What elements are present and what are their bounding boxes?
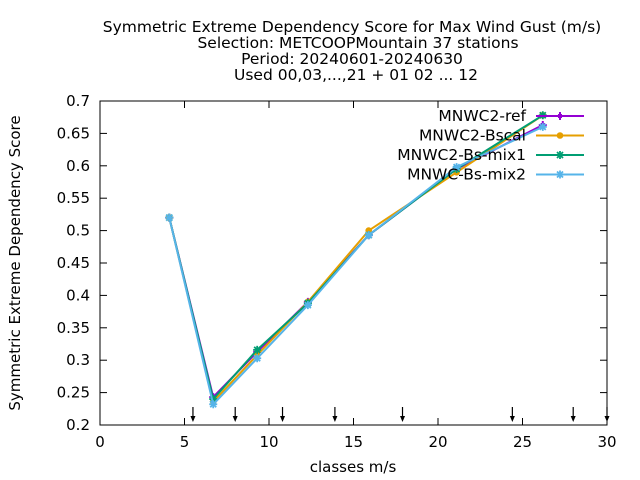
class-boundary-markers [190,407,610,422]
title-line-3: Period: 20240601-20240630 [241,50,463,68]
x-axis-label: classes m/s [310,458,397,476]
y-tick-label: 0.2 [66,416,90,434]
class-boundary-arrow [604,407,610,422]
y-axis-label: Symmetric Extreme Dependency Score [6,115,24,410]
y-tick-label: 0.6 [66,157,90,175]
y-tick-label: 0.45 [57,254,90,272]
class-boundary-arrow [232,407,238,422]
y-tick-label: 0.7 [66,92,90,110]
data-point [452,163,461,172]
title-line-2: Selection: METCOOPMountain 37 stations [197,34,518,52]
x-tick-label: 30 [597,433,616,451]
title-line-1: Symmetric Extreme Dependency Score for M… [103,18,601,36]
y-tick-label: 0.65 [57,124,90,142]
chart-title: Symmetric Extreme Dependency Score for M… [103,18,601,84]
data-point [303,301,312,310]
legend-label: MNWC2-Bs-mix1 [397,146,526,164]
x-tick-label: 10 [259,433,278,451]
class-boundary-arrow [190,407,196,422]
y-tick-label: 0.4 [66,286,90,304]
legend-item: MNWC-Bs-mix2 [407,166,584,184]
y-tick-label: 0.55 [57,189,90,207]
data-point [165,213,174,222]
x-tick-label: 15 [344,433,363,451]
data-point [538,122,547,131]
data-point [556,132,564,139]
legend-label: MNWC-Bs-mix2 [407,166,526,184]
legend-item: MNWC2-Bscal [419,127,584,145]
data-point [209,400,218,409]
y-tick-label: 0.25 [57,384,90,402]
class-boundary-arrow [332,407,338,422]
data-point [556,151,564,159]
legend-item: MNWC2-Bs-mix1 [397,146,584,164]
y-tick-label: 0.3 [66,351,90,369]
y-axis: 0.2 0.25 0.3 0.35 0.4 0.45 0.5 0.55 0.6 0.65 0.7 [57,92,607,434]
x-tick-label: 0 [95,433,105,451]
x-tick-label: 5 [180,433,190,451]
legend-label: MNWC2-Bscal [419,127,526,145]
series-mnwc-bs-mix2 [165,122,547,409]
plot-frame [99,100,608,426]
class-boundary-arrow [400,407,406,422]
legend-label: MNWC2-ref [438,107,526,125]
x-tick-label: 25 [513,433,532,451]
data-point [253,354,262,363]
y-tick-label: 0.35 [57,319,90,337]
x-tick-label: 20 [428,433,447,451]
x-axis: 0 5 10 15 20 25 30 [95,101,617,451]
data-point [556,112,564,120]
data-point [253,345,262,354]
class-boundary-arrow [570,407,576,422]
y-tick-label: 0.5 [66,222,90,240]
data-point [364,231,373,240]
title-line-4: Used 00,03,...,21 + 01 02 ... 12 [234,66,478,84]
class-boundary-arrow [280,407,286,422]
class-boundary-arrow [509,407,515,422]
data-point [556,170,564,179]
legend-item: MNWC2-ref [438,107,584,125]
